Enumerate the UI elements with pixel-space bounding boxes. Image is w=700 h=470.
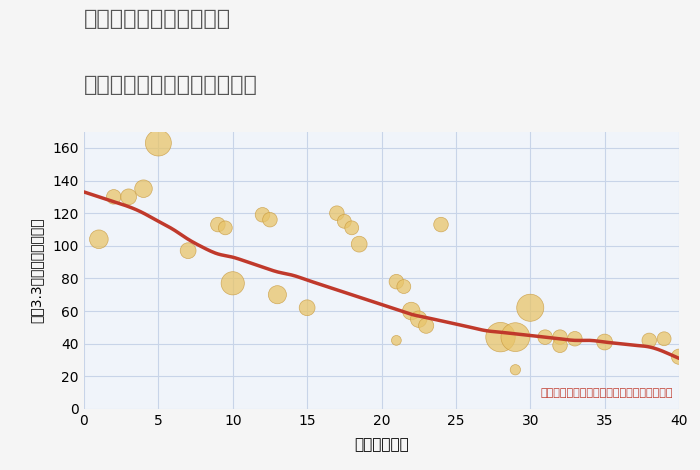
Point (673, 353, 685, 360)
Point (302, 304, 313, 312)
Point (257, 211, 268, 219)
Point (554, 342, 566, 349)
Point (123, 193, 134, 201)
Point (138, 185, 149, 192)
Point (569, 335, 580, 343)
Point (510, 333, 521, 341)
Point (108, 193, 119, 201)
Point (510, 366, 521, 374)
Point (398, 283, 409, 290)
Point (540, 333, 551, 341)
Point (339, 218, 350, 225)
Point (212, 221, 223, 228)
Point (435, 221, 447, 228)
Point (265, 216, 276, 223)
Point (391, 278, 402, 285)
Text: 奈良県奈良市尼辻中町の: 奈良県奈良市尼辻中町の (84, 9, 231, 30)
Point (659, 335, 670, 343)
Point (153, 139, 164, 147)
Point (183, 247, 194, 254)
Point (495, 333, 506, 341)
Point (421, 322, 432, 329)
Point (331, 210, 342, 217)
Y-axis label: 坪（3.3㎡）単価（万円）: 坪（3.3㎡）単価（万円） (29, 218, 43, 323)
Text: 円の大きさは、取引のあった物件面積を示す: 円の大きさは、取引のあった物件面積を示す (540, 388, 673, 398)
Point (406, 307, 417, 315)
Point (525, 304, 536, 312)
Point (346, 224, 357, 232)
Point (554, 333, 566, 341)
Point (413, 315, 424, 323)
Point (220, 224, 231, 232)
Point (93, 235, 104, 243)
Point (599, 338, 610, 346)
Point (272, 291, 283, 298)
Point (644, 337, 655, 344)
Point (354, 240, 365, 248)
X-axis label: 築年数（年）: 築年数（年） (354, 437, 409, 452)
Point (227, 280, 238, 287)
Text: 築年数別中古マンション価格: 築年数別中古マンション価格 (84, 75, 258, 95)
Point (391, 337, 402, 344)
